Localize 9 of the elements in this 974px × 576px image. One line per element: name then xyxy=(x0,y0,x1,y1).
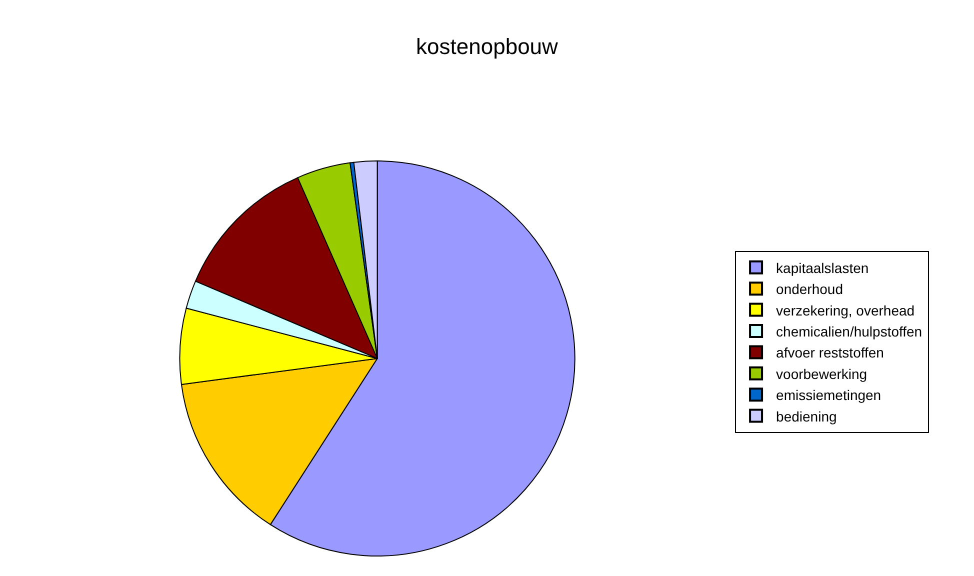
legend-label: emissiemetingen xyxy=(776,387,882,404)
legend-label: onderhoud xyxy=(776,281,843,298)
legend-label: afvoer reststoffen xyxy=(776,344,884,361)
legend-label: bediening xyxy=(776,408,837,424)
legend-label: voorbewerking xyxy=(776,366,868,382)
chart-title: kostenopbouw xyxy=(416,34,558,59)
legend-label: verzekering, overhead xyxy=(776,302,915,318)
legend-label: kapitaalslasten xyxy=(776,260,869,276)
legend-label: chemicalien/hulpstoffen xyxy=(776,323,922,340)
